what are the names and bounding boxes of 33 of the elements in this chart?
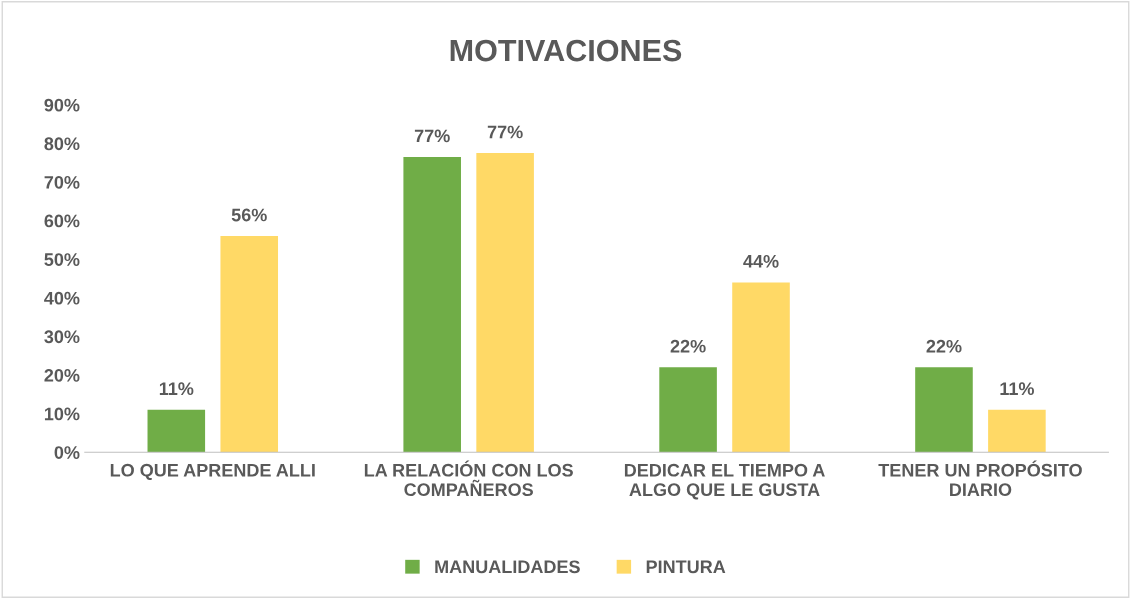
bar [147, 409, 206, 453]
chart-title: MOTIVACIONES [450, 39, 682, 62]
bar [476, 153, 534, 453]
data-label: 11% [159, 382, 194, 396]
y-tick-label: 60% [44, 214, 80, 228]
data-label: 77% [414, 129, 450, 143]
y-tick-label: 20% [44, 368, 80, 382]
y-tick-label: 90% [44, 98, 80, 112]
bar [988, 409, 1046, 453]
x-tick-label: LO QUE APRENDE ALLI [110, 463, 315, 480]
y-tick-label: 30% [44, 330, 80, 344]
bar [915, 367, 973, 453]
y-tick-label: 80% [44, 137, 80, 151]
y-tick-label: 0% [54, 446, 80, 459]
y-tick-label: 50% [44, 253, 80, 266]
y-tick-label: 10% [44, 407, 80, 421]
data-label: 44% [743, 254, 779, 268]
x-tick-label: TENER UN PROPÓSITO DIARIO [878, 460, 1082, 497]
data-label: 11% [1000, 382, 1034, 396]
data-label: 22% [926, 339, 962, 353]
bar [732, 282, 790, 453]
legend-label: MANUALIDADES [435, 560, 580, 574]
legend-label: PINTURA [646, 560, 726, 574]
bar [220, 236, 279, 453]
x-tick-label: LA RELACIÓN CON LOS COMPAÑEROS [364, 460, 573, 497]
x-tick-label: DEDICAR EL TIEMPO A ALGO QUE LE GUSTA [624, 463, 825, 500]
data-label: 56% [231, 208, 267, 222]
data-label: 22% [670, 339, 706, 353]
y-tick-label: 70% [44, 175, 80, 189]
bar [403, 156, 461, 453]
bar [659, 367, 717, 453]
data-label: 77% [487, 125, 523, 139]
y-tick-label: 40% [44, 291, 80, 305]
